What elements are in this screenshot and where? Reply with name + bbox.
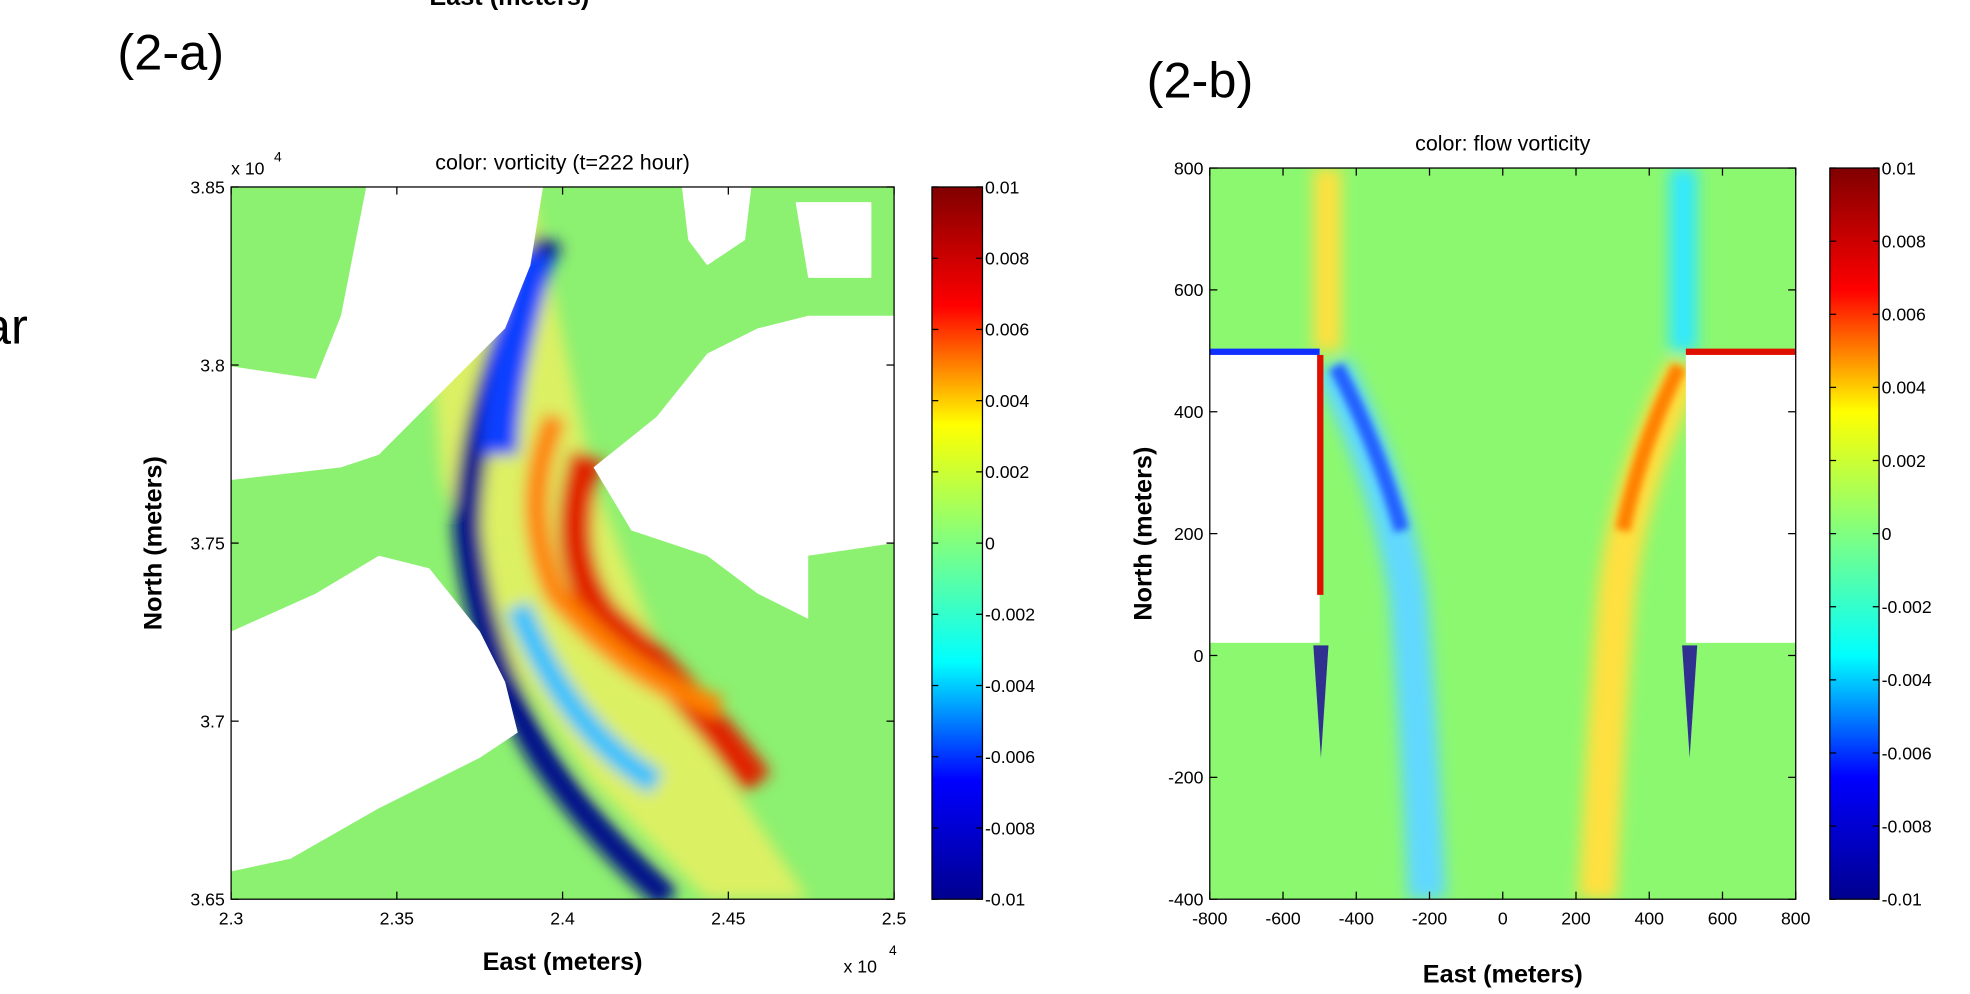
y-multiplier: x 10 bbox=[231, 158, 265, 178]
y-tick-label: 3.8 bbox=[200, 355, 225, 375]
y-tick-label: 3.7 bbox=[200, 711, 225, 731]
x-tick-label: 2.3 bbox=[219, 908, 244, 928]
y-tick-label: 600 bbox=[1174, 280, 1204, 300]
y-tick-label: -400 bbox=[1168, 890, 1204, 910]
x-tick-label: 2.4 bbox=[550, 908, 575, 928]
colorbar-tick-label: -0.002 bbox=[985, 605, 1035, 625]
x-axis-label: East (meters) bbox=[1423, 961, 1583, 989]
colorbar-tick-label: -0.008 bbox=[1882, 816, 1932, 836]
colorbar-tick-label: 0.004 bbox=[1882, 378, 1926, 398]
colorbar-tick-label: 0.006 bbox=[1882, 305, 1926, 325]
y-tick-label: 3.75 bbox=[190, 533, 225, 553]
colorbar-tick-label: 0.002 bbox=[1882, 451, 1926, 471]
x-tick-label: 400 bbox=[1635, 908, 1665, 928]
field-b bbox=[1209, 168, 1796, 900]
colorbar-tick-label: 0.006 bbox=[985, 320, 1029, 340]
panel-label: (2-b) bbox=[1147, 51, 1254, 108]
side-fragment: ar bbox=[0, 298, 28, 355]
chart-title: color: flow vorticity bbox=[1415, 131, 1591, 155]
x-tick-label: -800 bbox=[1192, 908, 1228, 928]
y-tick-label: 200 bbox=[1174, 524, 1204, 544]
y-axis-label: North (meters) bbox=[1130, 447, 1158, 621]
x-tick-label: -400 bbox=[1339, 908, 1375, 928]
header-fragment: East (meters) bbox=[429, 0, 589, 11]
colorbar-tick-label: 0.01 bbox=[985, 177, 1019, 197]
colorbar-tick-label: 0.004 bbox=[985, 391, 1029, 411]
colorbar-tick-label: -0.004 bbox=[1882, 670, 1932, 690]
x-tick-label: 600 bbox=[1708, 908, 1738, 928]
y-tick-label: 3.85 bbox=[190, 177, 225, 197]
colorbar-tick-label: 0.008 bbox=[985, 249, 1029, 269]
colorbar-tick-label: 0 bbox=[985, 533, 995, 553]
colorbar-tick-label: 0.008 bbox=[1882, 231, 1926, 251]
x-tick-label: 2.45 bbox=[711, 908, 746, 928]
colorbar-tick-label: -0.01 bbox=[985, 890, 1025, 910]
y-multiplier-exponent: 4 bbox=[274, 149, 282, 165]
colorbar-tick-label: -0.01 bbox=[1882, 890, 1922, 910]
colorbar-tick-label: -0.004 bbox=[985, 676, 1035, 696]
y-axis-label: North (meters) bbox=[140, 456, 168, 630]
x-tick-label: 2.5 bbox=[882, 908, 907, 928]
colorbar-tick-label: -0.006 bbox=[1882, 743, 1932, 763]
x-tick-label: 200 bbox=[1561, 908, 1591, 928]
colorbar-tick-label: 0.002 bbox=[985, 462, 1029, 482]
colorbar-tick-label: 0.01 bbox=[1882, 158, 1916, 178]
field-a bbox=[231, 186, 895, 900]
x-tick-label: 0 bbox=[1498, 908, 1508, 928]
y-tick-label: 0 bbox=[1194, 646, 1204, 666]
x-tick-label: 800 bbox=[1781, 908, 1811, 928]
y-tick-label: 800 bbox=[1174, 158, 1204, 178]
panel-label: (2-a) bbox=[117, 24, 224, 81]
colorbar bbox=[931, 186, 984, 900]
colorbar-tick-label: -0.002 bbox=[1882, 597, 1932, 617]
y-tick-label: 400 bbox=[1174, 402, 1204, 422]
x-tick-label: -600 bbox=[1265, 908, 1301, 928]
x-axis-label: East (meters) bbox=[483, 948, 643, 976]
x-multiplier-exponent: 4 bbox=[889, 942, 897, 958]
x-tick-label: -200 bbox=[1412, 908, 1448, 928]
colorbar-tick-label: -0.008 bbox=[985, 818, 1035, 838]
colorbar-tick-label: -0.006 bbox=[985, 747, 1035, 767]
colorbar-tick-label: 0 bbox=[1882, 524, 1892, 544]
colorbar bbox=[1829, 167, 1880, 900]
chart-title: color: vorticity (t=222 hour) bbox=[435, 150, 690, 174]
y-tick-label: 3.65 bbox=[190, 890, 225, 910]
y-tick-label: -200 bbox=[1168, 768, 1204, 788]
x-tick-label: 2.35 bbox=[380, 908, 415, 928]
x-multiplier: x 10 bbox=[844, 956, 878, 976]
